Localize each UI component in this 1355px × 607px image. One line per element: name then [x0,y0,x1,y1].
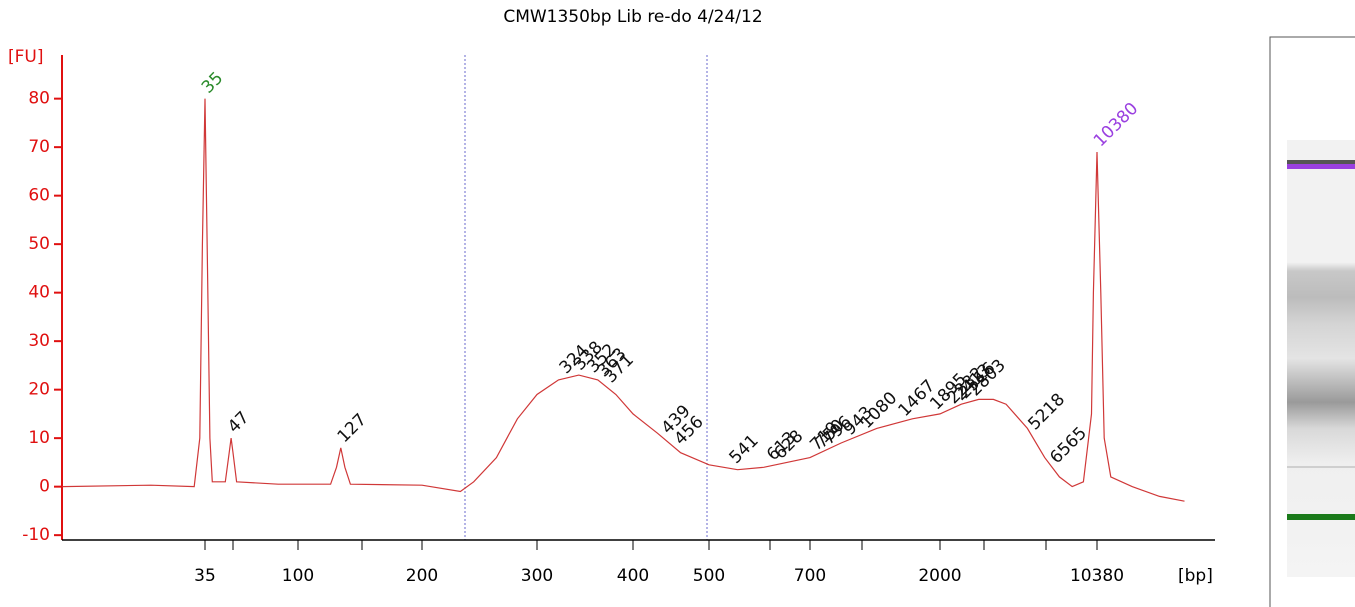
x-tick-label: 2000 [918,566,961,586]
y-tick-label: 0 [39,477,50,497]
y-axis-label: [FU] [8,47,44,67]
peak-label: 541 [726,431,763,468]
x-tick-label: 10380 [1070,566,1124,586]
trace [62,98,1185,502]
minor-ticks [232,540,1047,550]
peak-label: 10380 [1090,99,1142,151]
peak-label: 35 [198,68,227,97]
x-tick-label: 400 [617,566,649,586]
peak-label: 6565 [1046,423,1091,468]
y-tick-label: 30 [28,331,50,351]
chart-title: CMW1350bp Lib re-do 4/24/12 [503,7,762,27]
gel-lane [1269,36,1355,607]
x-axis-label: [bp] [1178,566,1213,586]
y-tick-label: 60 [28,186,50,206]
y-tick-label: -10 [22,525,50,545]
y-tick-label: 40 [28,283,50,303]
peak-label: 127 [334,410,371,447]
y-tick-label: 10 [28,428,50,448]
y-tick-label: 50 [28,234,50,254]
y-tick-label: 20 [28,380,50,400]
peak-label: 5218 [1024,390,1069,435]
x-tick-label: 500 [693,566,725,586]
y-tick-label: 70 [28,137,50,157]
x-tick-label: 300 [521,566,553,586]
peak-label: 47 [224,408,253,437]
x-tick-label: 700 [794,566,826,586]
x-tick-label: 200 [406,566,438,586]
y-tick-label: 80 [28,89,50,109]
x-tick-label: 35 [194,566,216,586]
x-tick-label: 100 [282,566,314,586]
